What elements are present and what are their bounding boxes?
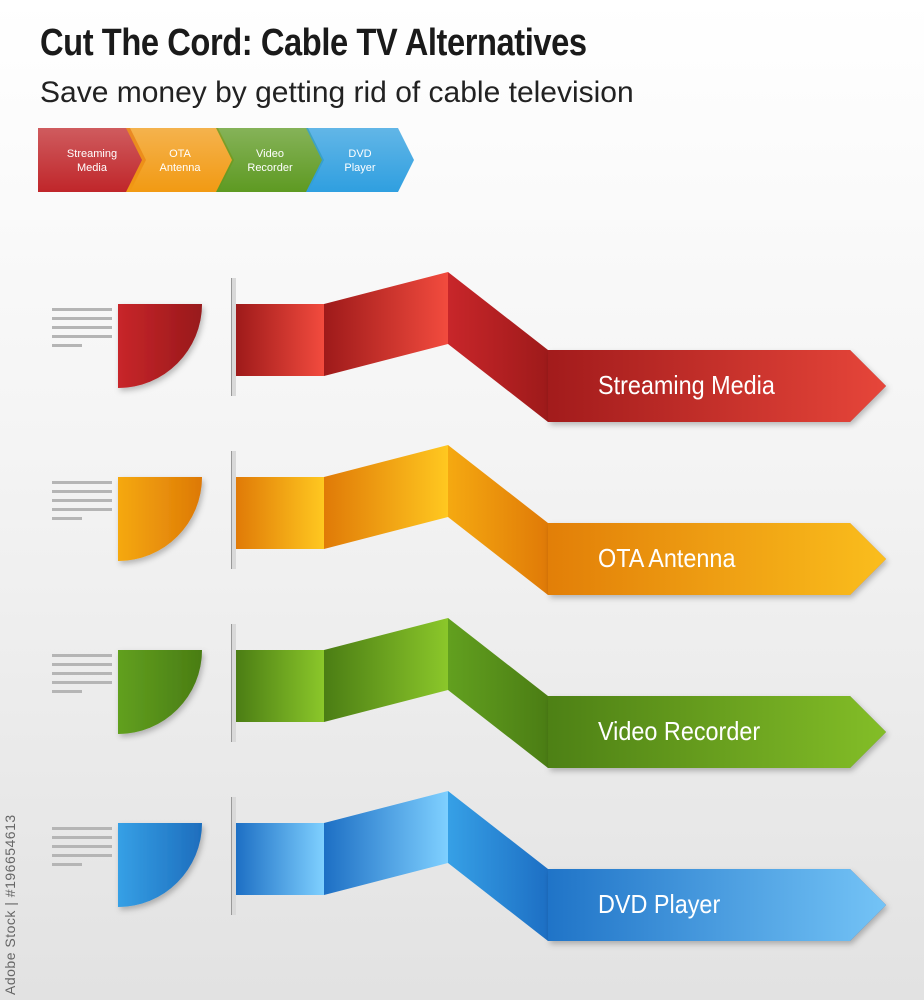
ribbon-segment <box>448 445 548 595</box>
placeholder-text-line <box>52 827 112 830</box>
ribbon-row <box>52 791 886 941</box>
ribbon-segment <box>448 791 548 941</box>
legend: Streaming Media OTA Antenna Video Record… <box>38 126 418 196</box>
divider-line <box>232 797 236 915</box>
legend-label-dvd-player: DVD Player <box>344 148 376 174</box>
placeholder-text-line <box>52 663 112 666</box>
placeholder-text-line <box>52 326 112 329</box>
placeholder-text-line <box>52 499 112 502</box>
legend-chevron <box>216 128 324 192</box>
divider-line <box>232 451 236 569</box>
placeholder-text-line <box>52 308 112 311</box>
row-label-ota-antenna: OTA Antenna <box>598 543 736 573</box>
placeholder-text-line <box>52 335 112 338</box>
row-label-video-recorder: Video Recorder <box>598 716 761 746</box>
ribbon-segment <box>324 618 448 722</box>
ribbon-segment <box>236 650 324 722</box>
ribbon-row <box>52 445 886 595</box>
ribbon-segment <box>236 477 324 549</box>
quarter-circle-shape <box>118 823 202 907</box>
ribbon-segment <box>324 272 448 376</box>
placeholder-text-line <box>52 490 112 493</box>
page-title: Cut The Cord: Cable TV Alternatives <box>40 22 587 64</box>
placeholder-text-line <box>52 654 112 657</box>
legend-label-streaming-media: Streaming Media <box>66 148 118 174</box>
placeholder-text-line <box>52 672 112 675</box>
row-label-streaming-media: Streaming Media <box>598 370 775 400</box>
divider-line <box>232 278 236 396</box>
placeholder-text-line <box>52 344 82 347</box>
placeholder-text-line <box>52 481 112 484</box>
ribbon-segment <box>448 272 548 422</box>
quarter-circle-shape <box>118 304 202 388</box>
legend-chevron <box>126 128 234 192</box>
divider-line <box>232 624 236 742</box>
ribbon-segment <box>324 445 448 549</box>
legend-label-ota-antenna: OTA Antenna <box>159 148 201 174</box>
placeholder-text-line <box>52 317 112 320</box>
ribbon-segment <box>236 823 324 895</box>
ribbon-row <box>52 272 886 422</box>
ribbon-segment <box>236 304 324 376</box>
legend-chevron <box>38 128 146 192</box>
watermark: Adobe Stock | #196654613 <box>2 814 18 995</box>
placeholder-text-line <box>52 690 82 693</box>
legend-arrows <box>38 128 414 192</box>
legend-chevron <box>306 128 414 192</box>
quarter-circle-shape <box>118 477 202 561</box>
legend-label-video-recorder: Video Recorder <box>247 148 293 174</box>
placeholder-text-line <box>52 854 112 857</box>
ribbon-row <box>52 618 886 768</box>
placeholder-text-line <box>52 836 112 839</box>
ribbon-segment <box>324 791 448 895</box>
quarter-circle-shape <box>118 650 202 734</box>
page-subtitle: Save money by getting rid of cable telev… <box>40 76 634 109</box>
placeholder-text-line <box>52 863 82 866</box>
placeholder-text-line <box>52 845 112 848</box>
ribbon-segment <box>448 618 548 768</box>
placeholder-text-line <box>52 681 112 684</box>
placeholder-text-line <box>52 517 82 520</box>
row-label-dvd-player: DVD Player <box>598 889 721 919</box>
placeholder-text-line <box>52 508 112 511</box>
